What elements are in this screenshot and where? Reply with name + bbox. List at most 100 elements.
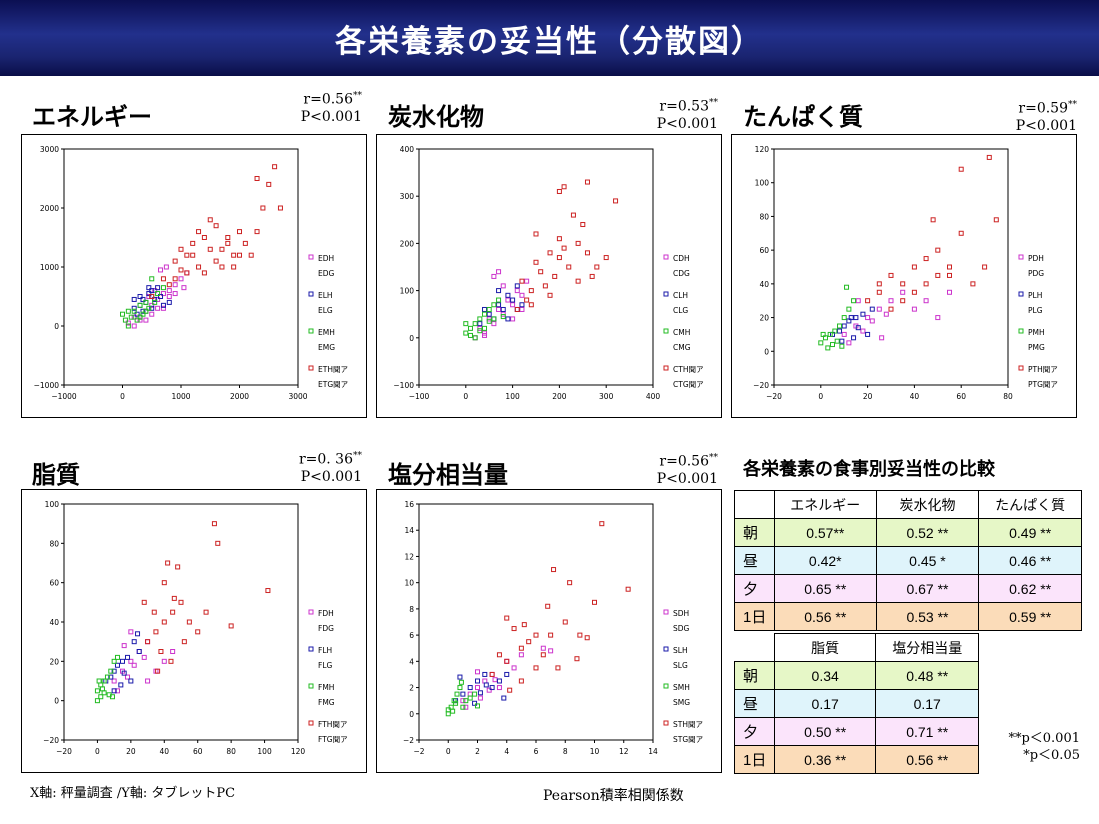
scatter-point bbox=[958, 166, 964, 172]
scatter-point bbox=[134, 311, 140, 317]
scatter-point bbox=[254, 176, 260, 181]
scatter-point bbox=[552, 273, 558, 279]
x-tick-label: 80 bbox=[1003, 392, 1013, 401]
scatter-point bbox=[149, 302, 155, 308]
scatter-point bbox=[935, 272, 941, 278]
legend-marker bbox=[1018, 328, 1024, 334]
scatter-point bbox=[160, 291, 166, 297]
scatter-point bbox=[186, 619, 192, 625]
scatter-point bbox=[548, 648, 554, 654]
scatter-point bbox=[114, 662, 120, 668]
scatter-point bbox=[839, 343, 845, 349]
y-tick-label: 60 bbox=[759, 246, 769, 255]
x-tick-label: 3000 bbox=[288, 392, 307, 401]
scatter-point bbox=[277, 205, 283, 211]
scatter-point bbox=[155, 291, 161, 297]
scatter-point bbox=[477, 316, 483, 322]
scatter-point bbox=[561, 184, 567, 190]
y-tick-label: 0 bbox=[409, 710, 414, 719]
scatter-point bbox=[879, 335, 885, 341]
scatter-point bbox=[151, 609, 157, 615]
row-label: 1日 bbox=[734, 745, 775, 774]
scatter-point bbox=[460, 691, 466, 697]
legend-label: FTG聞ア bbox=[318, 735, 348, 744]
table-cell: 0.62 ** bbox=[978, 574, 1082, 603]
scatter-point bbox=[625, 586, 631, 592]
scatter-point bbox=[982, 264, 988, 270]
scatter-point bbox=[505, 316, 511, 322]
table-cell: 0.53 ** bbox=[875, 602, 980, 631]
x-tick-label: 0 bbox=[446, 747, 451, 756]
panel-title-protein: たんぱく質 bbox=[743, 103, 863, 131]
scatter-point bbox=[160, 302, 166, 308]
legend-label: SDG bbox=[673, 624, 690, 633]
table-row: 昼 0.17 0.17 bbox=[734, 689, 979, 718]
scatter-point bbox=[888, 306, 894, 312]
table-row: 夕 0.50 ** 0.71 ** bbox=[734, 717, 979, 746]
x-tick-label: 10 bbox=[590, 747, 600, 756]
legend-label: CLG bbox=[673, 306, 688, 315]
legend-marker bbox=[308, 291, 314, 297]
table-cell: 0.71 ** bbox=[875, 717, 979, 746]
comparison-table-1: エネルギー 炭水化物 たんぱく質 朝 0.57** 0.52 ** 0.49 *… bbox=[734, 490, 1082, 631]
scatter-point bbox=[970, 281, 976, 287]
r-value: r=0.59 bbox=[1018, 100, 1068, 117]
scatter-point bbox=[511, 665, 517, 671]
scatter-point bbox=[170, 649, 176, 654]
legend-label: EDH bbox=[318, 254, 334, 263]
scatter-point bbox=[143, 299, 149, 305]
scatter-point bbox=[121, 670, 127, 676]
x-tick-label: 20 bbox=[126, 747, 136, 756]
scatter-point bbox=[467, 695, 473, 701]
p-value: P<0.001 bbox=[300, 468, 362, 485]
scatter-point bbox=[496, 288, 502, 294]
scatter-point bbox=[128, 629, 134, 635]
scatter-point bbox=[122, 317, 128, 323]
y-tick-label: −20 bbox=[753, 381, 769, 390]
p-value: P<0.001 bbox=[300, 108, 362, 125]
legend-label: FTH聞ア bbox=[318, 720, 347, 729]
y-tick-label: 40 bbox=[49, 618, 59, 627]
legend-label: FDH bbox=[318, 609, 334, 618]
scatter-point bbox=[510, 316, 516, 322]
table-cell: 0.59 ** bbox=[978, 602, 1082, 631]
r-stars: ** bbox=[353, 451, 362, 461]
scatter-point bbox=[472, 700, 478, 706]
scatter-point bbox=[467, 325, 473, 331]
scatter-point bbox=[923, 256, 929, 262]
scatter-point bbox=[190, 240, 196, 246]
legend-label: CMH bbox=[673, 328, 690, 337]
scatter-point bbox=[504, 658, 510, 664]
row-label: 夕 bbox=[734, 574, 775, 603]
legend-label: CDG bbox=[673, 269, 690, 278]
scatter-point bbox=[172, 276, 178, 282]
row-label: 朝 bbox=[734, 661, 775, 690]
scatter-point bbox=[818, 340, 824, 346]
scatter-point bbox=[504, 615, 510, 621]
scatter-point bbox=[888, 298, 894, 304]
scatter-point bbox=[575, 240, 581, 246]
scatter-point bbox=[574, 656, 580, 662]
scatter-point bbox=[111, 678, 117, 684]
scatter-point bbox=[477, 321, 483, 327]
scatter-point bbox=[248, 252, 254, 258]
scatter-point bbox=[146, 294, 152, 299]
scatter-point bbox=[160, 285, 166, 291]
y-tick-label: 20 bbox=[49, 657, 59, 666]
scatter-point bbox=[158, 649, 164, 654]
scatter-point bbox=[911, 289, 917, 295]
stat-protein: r=0.59** P<0.001 bbox=[985, 97, 1077, 135]
panel-title-carbohydrate: 炭水化物 bbox=[388, 103, 484, 131]
scatter-point bbox=[947, 289, 952, 295]
scatter-point bbox=[556, 188, 562, 194]
scatter-point bbox=[518, 645, 524, 651]
scatter-point bbox=[519, 278, 525, 284]
scatter-point bbox=[125, 320, 131, 326]
legend-label: FLH bbox=[318, 646, 332, 655]
table-cell: 0.17 bbox=[875, 689, 979, 718]
scatter-point bbox=[160, 276, 166, 282]
x-tick-label: 60 bbox=[956, 392, 966, 401]
scatter-point bbox=[111, 688, 117, 694]
scatter-point bbox=[580, 222, 586, 228]
header-cell: 塩分相当量 bbox=[875, 633, 979, 662]
